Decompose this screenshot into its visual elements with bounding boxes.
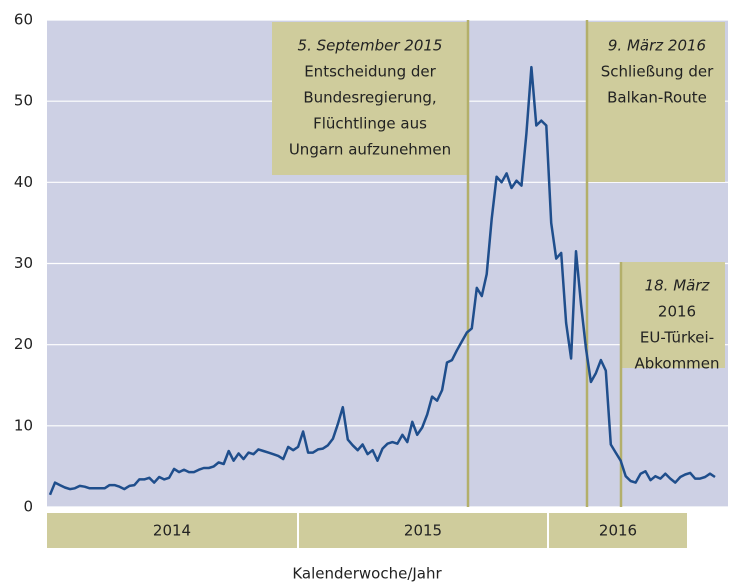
annotation-text: Entscheidung der (304, 63, 436, 81)
annotation-text: Bundesregierung, (303, 89, 436, 107)
x-group-label: 2016 (599, 522, 637, 540)
data-line (48, 65, 716, 496)
annotation-text: Ungarn aufzunehmen (289, 141, 451, 159)
y-tick-label: 0 (23, 498, 33, 516)
year-band (549, 513, 687, 548)
annotation-text: Balkan-Route (607, 89, 707, 107)
y-tick-label: 20 (14, 335, 33, 353)
annotation-date: 9. März 2016 (608, 37, 706, 55)
x-group-label: 2015 (404, 522, 442, 540)
annotation-text: EU-Türkei- (640, 329, 714, 347)
annotation-text: Schließung der (601, 63, 714, 81)
annotation-date: 5. September 2015 (298, 37, 443, 55)
year-band (47, 513, 297, 548)
x-axis-label: Kalenderwoche/Jahr (292, 565, 442, 583)
y-tick-label: 60 (14, 11, 33, 29)
x-group-label: 2014 (153, 522, 191, 540)
annotation-date: 18. März (645, 277, 711, 295)
annotation-text: 2016 (658, 303, 696, 321)
y-tick-label: 40 (14, 173, 33, 191)
annotation-text: Flüchtlinge aus (313, 115, 427, 133)
annotation-box (588, 22, 725, 182)
y-tick-label: 10 (14, 416, 33, 434)
y-tick-label: 50 (14, 92, 33, 110)
year-band (299, 513, 547, 548)
y-tick-label: 30 (14, 254, 33, 272)
annotation-box (272, 22, 467, 175)
annotation-text: Abkommen (634, 355, 719, 373)
annotation-box (622, 262, 725, 368)
